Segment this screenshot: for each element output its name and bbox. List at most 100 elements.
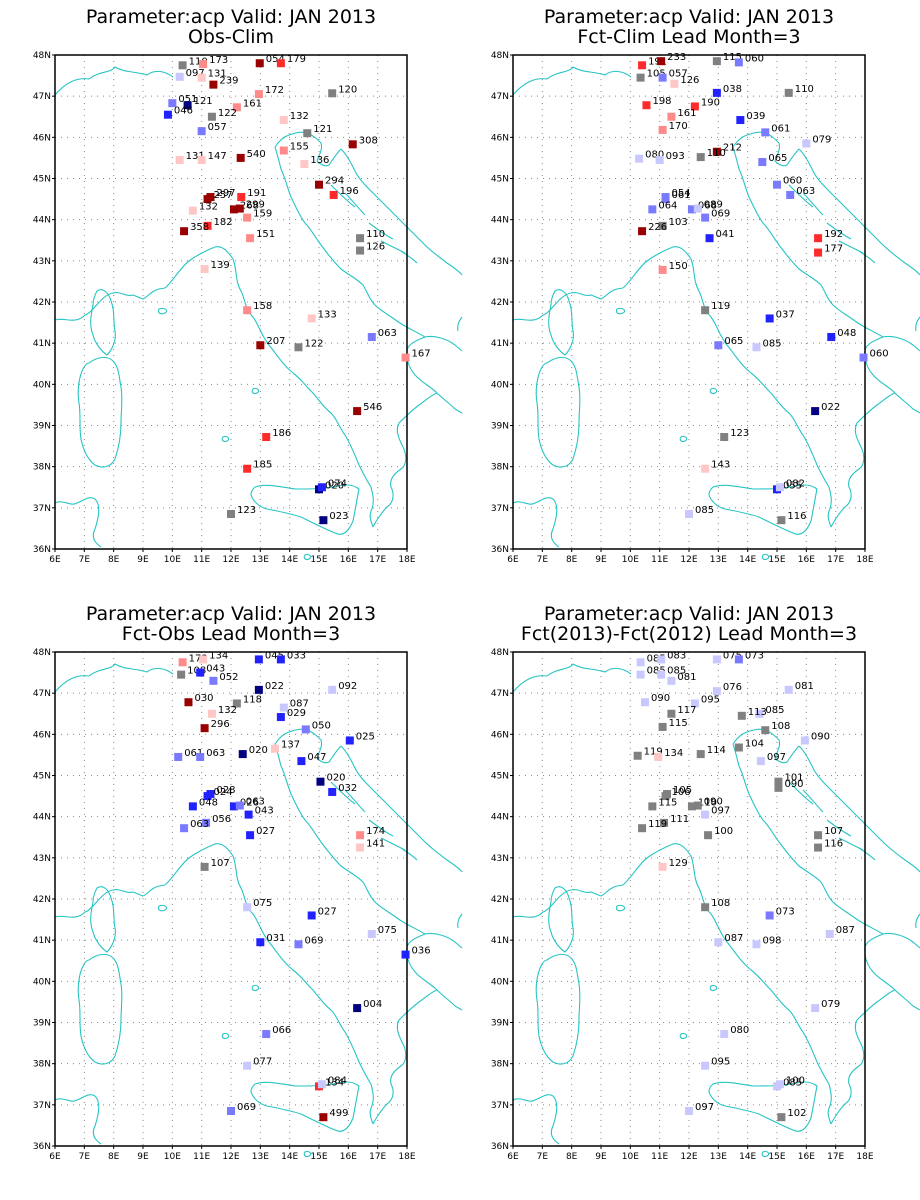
station-value-label: 030: [194, 693, 213, 704]
station-marker: [279, 116, 288, 125]
station-marker: [777, 1113, 786, 1122]
station-value-label: 085: [762, 338, 781, 349]
station-value-label: 090: [784, 779, 803, 790]
station-value-label: 110: [707, 148, 726, 159]
station-value-label: 139: [211, 260, 230, 271]
station-value-label: 106: [672, 787, 691, 798]
station-marker: [256, 938, 265, 947]
station-marker: [802, 139, 811, 148]
y-tick-label: 47N: [33, 689, 51, 699]
station-value-label: 122: [218, 108, 237, 119]
station-marker: [300, 160, 309, 169]
station-value-label: 063: [190, 819, 209, 830]
station-value-label: 097: [767, 752, 786, 763]
panel-subtitle: Fct-Obs Lead Month=3: [122, 623, 340, 645]
station-value-label: 032: [338, 783, 357, 794]
x-tick-label: 9E: [137, 1152, 149, 1162]
station-marker: [773, 180, 781, 189]
station-value-label: 093: [666, 151, 685, 162]
station-marker: [696, 750, 705, 759]
station-value-label: 115: [723, 52, 742, 63]
station-value-label: 064: [658, 200, 677, 211]
station-value-label: 113: [748, 707, 767, 718]
station-value-label: 126: [366, 242, 385, 253]
station-value-label: 120: [338, 84, 357, 95]
station-marker: [235, 204, 244, 213]
x-tick-label: 7E: [537, 555, 549, 565]
station-marker: [199, 60, 208, 69]
y-tick-label: 46N: [491, 730, 509, 740]
station-value-label: 075: [378, 925, 397, 936]
station-marker: [641, 698, 649, 707]
station-marker: [199, 655, 208, 664]
station-value-label: 116: [824, 839, 843, 850]
station-marker: [183, 101, 192, 110]
station-marker: [244, 810, 253, 819]
x-tick-label: 15E: [768, 1152, 785, 1162]
station-value-label: 103: [669, 217, 688, 228]
station-marker: [243, 1061, 252, 1070]
station-value-label: 119: [644, 747, 663, 758]
y-tick-label: 38N: [33, 463, 51, 473]
station-marker: [811, 407, 820, 416]
station-marker: [174, 752, 183, 761]
y-tick-label: 39N: [491, 1019, 509, 1029]
station-value-label: 134: [664, 748, 683, 759]
x-tick-label: 10E: [622, 1152, 639, 1162]
y-tick-label: 43N: [33, 257, 51, 267]
station-marker: [736, 116, 745, 125]
station-value-label: 308: [359, 135, 378, 146]
station-marker: [712, 687, 721, 696]
station-value-label: 239: [219, 76, 238, 87]
station-value-label: 055: [783, 480, 802, 491]
station-value-label: 110: [189, 56, 208, 67]
station-value-label: 087: [290, 699, 309, 710]
station-value-label: 085: [667, 666, 686, 677]
station-marker: [163, 110, 172, 119]
y-tick-label: 37N: [491, 1101, 509, 1111]
station-marker: [800, 736, 809, 745]
y-tick-label: 48N: [491, 648, 509, 658]
y-tick-label: 44N: [33, 813, 51, 823]
x-tick-label: 15E: [310, 555, 327, 565]
station-value-label: 076: [723, 682, 742, 693]
station-marker: [294, 940, 303, 949]
station-value-label: 073: [776, 906, 795, 917]
map-gridlines: [55, 652, 407, 1146]
station-value-label: 107: [211, 858, 230, 869]
station-value-label: 161: [677, 108, 696, 119]
station-marker: [784, 88, 793, 97]
station-marker: [734, 58, 743, 67]
y-tick-label: 46N: [33, 730, 51, 740]
station-marker: [693, 801, 702, 810]
station-value-label: 115: [669, 718, 688, 729]
x-tick-label: 16E: [798, 1152, 815, 1162]
station-value-label: 060: [745, 53, 764, 64]
station-value-label: 158: [253, 301, 272, 312]
station-value-label: 054: [672, 188, 691, 199]
station-marker: [197, 127, 206, 136]
station-value-label: 060: [870, 349, 889, 360]
y-tick-label: 45N: [33, 175, 51, 185]
station-value-label: 043: [206, 664, 225, 675]
y-tick-label: 36N: [33, 1142, 51, 1152]
station-marker: [690, 699, 699, 708]
station-value-label: 191: [247, 188, 266, 199]
x-tick-label: 9E: [595, 1152, 607, 1162]
station-value-label: 087: [724, 933, 743, 944]
station-marker: [188, 802, 197, 811]
station-marker: [825, 929, 834, 938]
station-value-label: 233: [667, 52, 686, 63]
station-marker: [356, 831, 365, 840]
station-marker: [401, 353, 410, 362]
station-marker: [720, 1030, 729, 1039]
station-value-label: 134: [209, 650, 228, 661]
station-value-label: 092: [338, 681, 357, 692]
station-marker: [200, 862, 209, 871]
x-tick-label: 7E: [537, 1152, 549, 1162]
station-value-label: 056: [212, 814, 231, 825]
station-marker: [720, 433, 729, 442]
x-tick-label: 11E: [651, 1152, 668, 1162]
station-marker: [367, 332, 376, 341]
